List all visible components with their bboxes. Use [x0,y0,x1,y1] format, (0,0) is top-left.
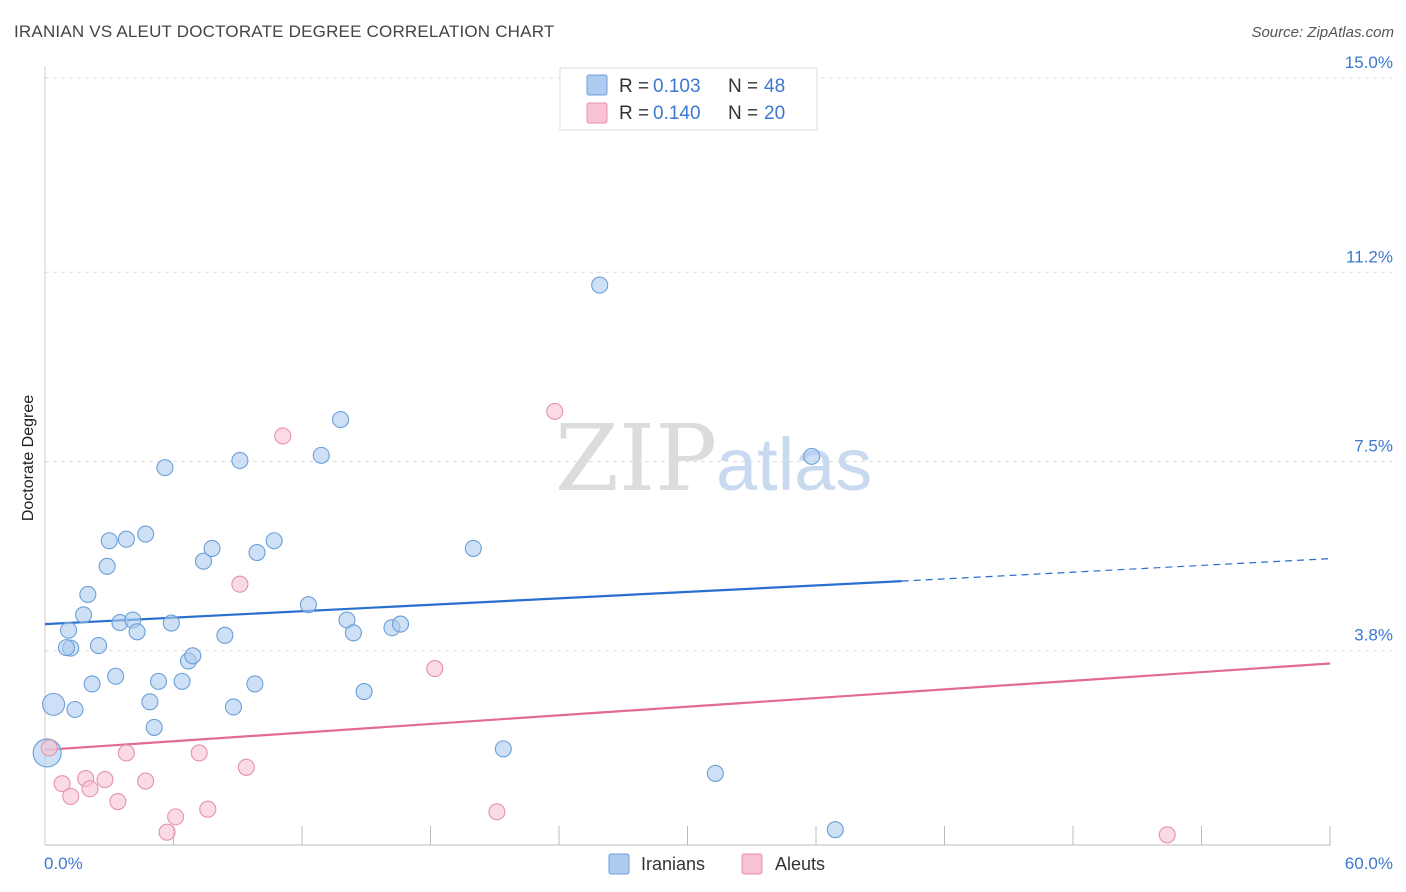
data-point-aleuts [190,744,208,762]
legend-bottom-label-aleuts: Aleuts [775,854,825,874]
data-point-aleuts [109,792,127,811]
data-point-iranians [100,532,118,550]
source-label: Source: ZipAtlas.com [1251,24,1394,41]
data-point-aleuts [81,780,99,798]
data-point-aleuts [274,427,292,445]
data-point-aleuts [117,744,135,762]
data-point-iranians [265,532,283,550]
legend-r-value-iranians: 0.103 [653,76,701,97]
trend-lines [44,558,1331,751]
data-point-iranians [60,621,78,639]
data-point-iranians [98,557,116,575]
data-point-aleuts [199,800,217,818]
data-point-iranians [75,606,93,624]
data-point-iranians [331,411,350,429]
data-point-iranians [145,718,163,736]
legend-r-label-iranians: R = [619,76,649,97]
data-point-aleuts [231,575,249,593]
data-point-iranians [107,667,125,685]
legend-bottom: Iranians Aleuts [608,853,825,875]
trend-line-extension-iranians [901,558,1331,582]
data-point-iranians [156,459,174,477]
x-tick-label: 60.0% [1345,854,1393,873]
data-point-aleuts [137,772,155,790]
y-tick-label: 3.8% [1354,626,1393,645]
watermark-atlas: atlas [716,423,872,506]
tick-labels: 3.8% 7.5% 11.2% 15.0% 0.0% 60.0% [44,53,1393,873]
data-point-iranians [706,764,724,782]
data-point-aleuts [546,402,564,420]
data-point-aleuts [40,739,58,757]
data-point-iranians [149,672,168,690]
legend-n-value-aleuts: 20 [764,103,785,124]
data-point-iranians [494,740,512,758]
data-point-iranians [137,525,155,543]
data-point-iranians [591,276,609,294]
data-point-aleuts [62,787,80,805]
data-points [32,276,1176,844]
x-tick-label: 0.0% [44,854,83,873]
data-point-aleuts [1158,826,1176,844]
data-point-aleuts [167,808,185,826]
legend-bottom-swatch-iranians [608,853,630,875]
data-point-iranians [312,446,330,464]
data-point-iranians [464,539,482,557]
chart-title: IRANIAN VS ALEUT DOCTORATE DEGREE CORREL… [14,22,555,41]
watermark-zip: ZIP [555,405,717,512]
data-point-iranians [117,530,135,548]
data-point-iranians [344,624,362,642]
data-point-iranians [194,552,213,570]
legend-r-label-aleuts: R = [619,103,649,124]
axis-layer [44,66,1331,846]
data-point-iranians [803,447,821,465]
legend-swatch-aleuts [586,102,608,124]
legend-top: R = 0.103 N = 48 R = 0.140 N = 20 [559,67,818,131]
legend-swatch-iranians [586,74,608,96]
data-point-iranians [83,675,101,693]
data-point-iranians [79,585,97,603]
data-point-iranians [216,626,234,644]
y-tick-label: 15.0% [1345,53,1393,72]
data-point-iranians [246,675,264,693]
data-point-iranians [355,683,373,701]
data-point-iranians [248,543,266,562]
data-point-aleuts [96,770,114,789]
data-point-aleuts [426,660,444,678]
data-point-iranians [203,539,221,557]
data-point-iranians [184,647,202,665]
data-point-aleuts [158,823,176,841]
data-point-iranians [128,623,146,641]
legend-bottom-swatch-aleuts [741,853,763,875]
data-point-iranians [162,614,180,632]
data-point-iranians [66,700,84,719]
trend-line-aleuts [44,662,1331,751]
data-point-iranians [173,672,191,690]
data-point-iranians [391,615,410,633]
legend-r-value-aleuts: 0.140 [653,103,701,124]
legend-n-value-iranians: 48 [764,76,785,97]
data-point-iranians [141,693,159,711]
data-point-iranians [224,698,243,716]
data-point-aleuts [488,803,506,821]
grid-layer [45,77,1392,652]
data-point-aleuts [237,758,255,776]
data-point-iranians [89,637,108,655]
trend-line-iranians [44,580,902,626]
y-tick-label: 11.2% [1346,247,1393,266]
legend-n-label-aleuts: N = [728,103,758,124]
data-point-iranians [57,639,75,657]
y-axis-label: Doctorate Degree [20,395,37,521]
legend-bottom-label-iranians: Iranians [641,854,705,874]
data-point-iranians [231,451,249,470]
data-point-iranians [42,692,66,716]
y-tick-label: 7.5% [1354,437,1393,456]
data-point-iranians [826,821,844,839]
watermark: ZIP atlas [555,405,872,512]
data-point-iranians [299,596,317,614]
legend-n-label-iranians: N = [728,76,758,97]
data-point-aleuts [53,775,71,793]
